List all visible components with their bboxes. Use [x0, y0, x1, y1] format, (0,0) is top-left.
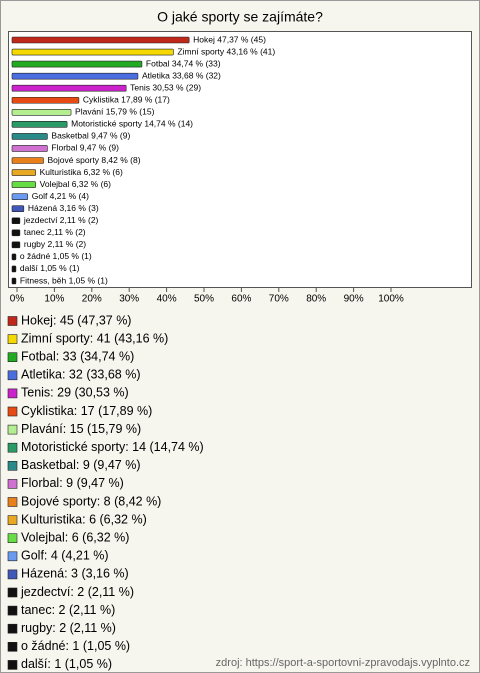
legend-swatch: [7, 605, 18, 616]
legend-swatch: [7, 479, 18, 489]
value-label: rugby 2,11 % (2): [24, 239, 86, 249]
x-tick-label: 20%: [82, 294, 102, 305]
legend-swatch: [7, 587, 18, 598]
bar: [11, 36, 190, 44]
legend-swatch: [7, 641, 18, 652]
legend-swatch: [7, 442, 18, 453]
legend-swatch: [7, 660, 18, 670]
x-tick-label: 90%: [344, 294, 364, 305]
value-label: Plavání 15,79 % (15): [75, 107, 155, 117]
legend-swatch: [7, 370, 18, 381]
legend-swatch: [7, 515, 18, 525]
bar: [11, 96, 80, 104]
legend-label: Cyklistika: 17 (17,89 %): [21, 404, 152, 418]
bar: [11, 205, 25, 212]
source: zdroj: https://sport-a-sportovni-zpravod…: [216, 657, 470, 669]
chart-title: O jaké sporty se zajímáte?: [157, 9, 323, 25]
value-label: Bojové sporty 8,42 % (8): [47, 155, 140, 165]
legend-swatch: [7, 623, 18, 634]
x-tick-label: 30%: [119, 294, 139, 305]
x-tick-label: 100%: [378, 294, 404, 305]
legend-label: tanec: 2 (2,11 %): [21, 603, 115, 617]
legend-label: Plavání: 15 (15,79 %): [21, 422, 141, 436]
value-label: Volejbal 6,32 % (6): [40, 179, 112, 189]
value-label: jezdectví 2,11 % (2): [23, 215, 99, 225]
legend-label: další: 1 (1,05 %): [21, 657, 112, 671]
bar: [11, 229, 21, 237]
legend-label: Zimní sporty: 41 (43,16 %): [21, 331, 168, 345]
legend-swatch: [7, 497, 18, 507]
legend-label: Florbal: 9 (9,47 %): [21, 476, 124, 490]
x-tick-label: 40%: [157, 294, 177, 305]
legend-label: Motoristické sporty: 14 (14,74 %): [21, 440, 204, 454]
legend-label: Basketbal: 9 (9,47 %): [21, 458, 141, 472]
bar: [11, 157, 44, 164]
legend-label: Atletika: 32 (33,68 %): [21, 368, 141, 382]
legend-swatch: [7, 406, 18, 417]
value-label: další 1,05 % (1): [20, 263, 80, 273]
value-label: Atletika 33,68 % (32): [142, 70, 221, 80]
value-label: Basketbal 9,47 % (9): [51, 131, 130, 141]
bar: [11, 48, 174, 56]
bar: [11, 145, 48, 152]
value-label: Fitness, běh 1,05 % (1): [20, 275, 108, 285]
legend-label: Volejbal: 6 (6,32 %): [21, 530, 129, 544]
legend-label: jezdectví: 2 (2,11 %): [20, 585, 134, 599]
x-tick-label: 50%: [194, 294, 214, 305]
bar: [11, 193, 29, 200]
x-tick-label: 10%: [44, 294, 64, 305]
legend-swatch: [7, 316, 18, 326]
bar: [11, 121, 68, 128]
bar: [11, 169, 36, 176]
value-label: Tenis 30,53 % (29): [130, 82, 201, 92]
legend-label: Házená: 3 (3,16 %): [21, 567, 129, 581]
bar: [11, 60, 143, 68]
bar: [11, 133, 48, 140]
bar: [11, 109, 72, 116]
legend-swatch: [7, 424, 18, 435]
legend-label: Bojové sporty: 8 (8,42 %): [21, 494, 161, 508]
x-tick-label: 70%: [269, 294, 289, 305]
legend-swatch: [7, 352, 18, 363]
x-tick-label: 60%: [231, 294, 251, 305]
legend-swatch: [7, 551, 18, 562]
value-label: Golf 4,21 % (4): [32, 191, 89, 201]
value-label: Cyklistika 17,89 % (17): [83, 95, 170, 105]
value-label: Hokej 47,37 % (45): [193, 34, 266, 44]
legend-swatch: [7, 533, 18, 544]
value-label: Házená 3,16 % (3): [28, 203, 99, 213]
legend-label: Kulturistika: 6 (6,32 %): [21, 512, 147, 526]
legend-label: Fotbal: 33 (34,74 %): [21, 349, 134, 363]
legend-label: rugby: 2 (2,11 %): [21, 621, 116, 635]
value-label: o žádné 1,05 % (1): [20, 251, 92, 261]
legend-swatch: [7, 334, 18, 344]
bar: [11, 84, 127, 92]
x-tick-label: 80%: [306, 294, 326, 305]
bar: [11, 253, 17, 261]
value-label: Motoristické sporty 14,74 % (14): [71, 119, 193, 129]
legend-label: Hokej: 45 (47,37 %): [21, 313, 131, 327]
bar: [11, 241, 21, 249]
value-label: Zimní sporty 43,16 % (41): [177, 46, 275, 56]
legend-label: Golf: 4 (4,21 %): [21, 549, 109, 563]
x-tick-label: 0%: [10, 294, 25, 305]
legend-label: o žádné: 1 (1,05 %): [21, 639, 130, 653]
legend-swatch: [7, 569, 18, 580]
bar: [11, 72, 139, 80]
bar: [11, 265, 17, 273]
bar: [11, 277, 17, 285]
value-label: Kulturistika 6,32 % (6): [40, 167, 123, 177]
bar: [11, 217, 21, 225]
legend-swatch: [7, 388, 18, 399]
legend-swatch: [7, 460, 18, 471]
value-label: Florbal 9,47 % (9): [51, 143, 119, 153]
value-label: Fotbal 34,74 % (33): [146, 58, 221, 68]
value-label: tanec 2,11 % (2): [24, 227, 86, 237]
legend-label: Tenis: 29 (30,53 %): [21, 386, 129, 400]
bar: [11, 181, 36, 188]
